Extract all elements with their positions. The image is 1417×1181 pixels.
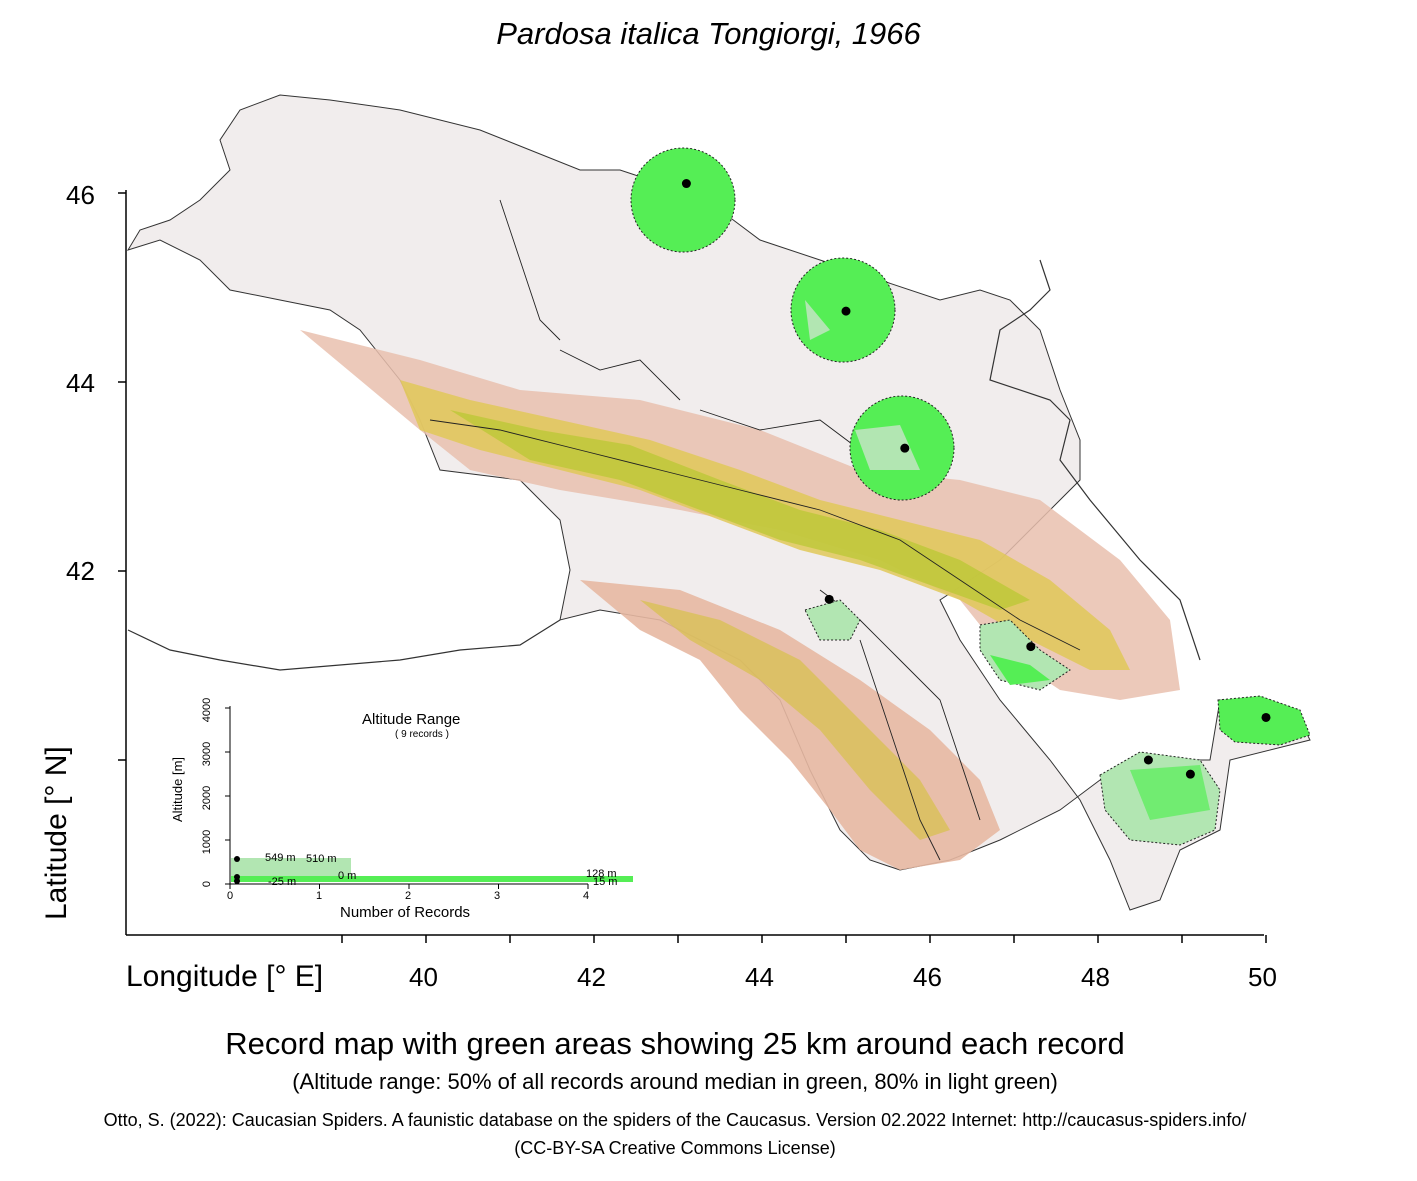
inset-label-128: 128 m [586,868,617,880]
x-tick-44: 44 [745,962,774,992]
caspian-coast [989,259,1201,661]
inset-y-tick-2000: 2000 [201,785,214,811]
record-point [900,443,910,453]
inset-x-tick-1: 1 [316,890,323,902]
record-point [1261,712,1271,722]
inset-x-label: Number of Records [340,904,471,921]
y-axis-title: Latitude [° N] [40,746,73,920]
inset-subtitle: ( 9 records ) [395,729,449,740]
caption-sub: (Altitude range: 50% of all records arou… [292,1069,1058,1094]
inset-x-tick-4: 4 [583,890,590,902]
x-axis-title: Longitude [° E] [126,960,324,993]
black-sea-coast [127,619,561,671]
inset-y-tick-3000: 3000 [201,741,214,767]
x-axis-ticks [341,935,1267,943]
x-tick-42: 42 [577,962,606,992]
inset-green-bar [231,876,633,882]
y-tick-46: 46 [66,180,95,210]
inset-label-549: 549 m [265,852,296,864]
x-tick-48: 48 [1081,962,1110,992]
inset-y-label: Altitude [m] [170,756,185,822]
inset-x-ticks [229,884,589,889]
inset-label-0: 0 m [338,870,357,882]
citation: Otto, S. (2022): Caucasian Spiders. A fa… [103,1110,1247,1130]
inset-label-15: 15 m [593,876,618,888]
terrain-lesser-peaks [640,600,950,840]
altitude-inset [225,706,633,889]
y-tick-44: 44 [66,368,95,398]
inset-y-tick-0: 0 [201,880,214,888]
record-point [1185,769,1195,779]
inset-y-tick-4000: 4000 [201,697,214,723]
record-point [1026,642,1036,652]
terrain-peaks [450,410,1030,610]
inset-x-tick-3: 3 [494,890,501,902]
inset-x-tick-2: 2 [405,890,412,902]
inset-label-510: 510 m [306,853,337,865]
inset-label-neg25: -25 m [268,876,297,888]
record-point [841,306,851,316]
record-point [1143,755,1153,765]
record-point [681,179,691,189]
caption-main: Record map with green areas showing 25 k… [225,1026,1125,1061]
inset-x-tick-0: 0 [227,890,234,902]
x-tick-50: 50 [1248,962,1277,992]
y-axis-ticks [118,192,126,761]
x-tick-46: 46 [913,962,942,992]
inset-y-ticks [225,707,230,885]
inset-y-tick-1000: 1000 [201,829,214,855]
y-tick-42: 42 [66,556,95,586]
border-lines [429,199,1081,861]
record-point [824,594,834,604]
x-tick-40: 40 [409,962,438,992]
license: (CC-BY-SA Creative Commons License) [514,1138,836,1158]
map-title: Pardosa italica Tongiorgi, 1966 [496,16,921,51]
inset-title: Altitude Range [362,711,461,728]
record-points [681,179,1271,779]
